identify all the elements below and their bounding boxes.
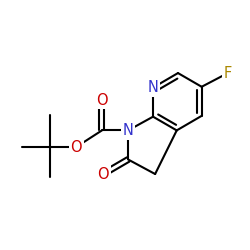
Text: O: O	[96, 92, 108, 108]
Text: F: F	[224, 66, 232, 80]
Text: O: O	[70, 140, 82, 154]
Text: N: N	[123, 123, 134, 138]
Text: O: O	[97, 166, 109, 182]
Text: N: N	[148, 80, 158, 95]
